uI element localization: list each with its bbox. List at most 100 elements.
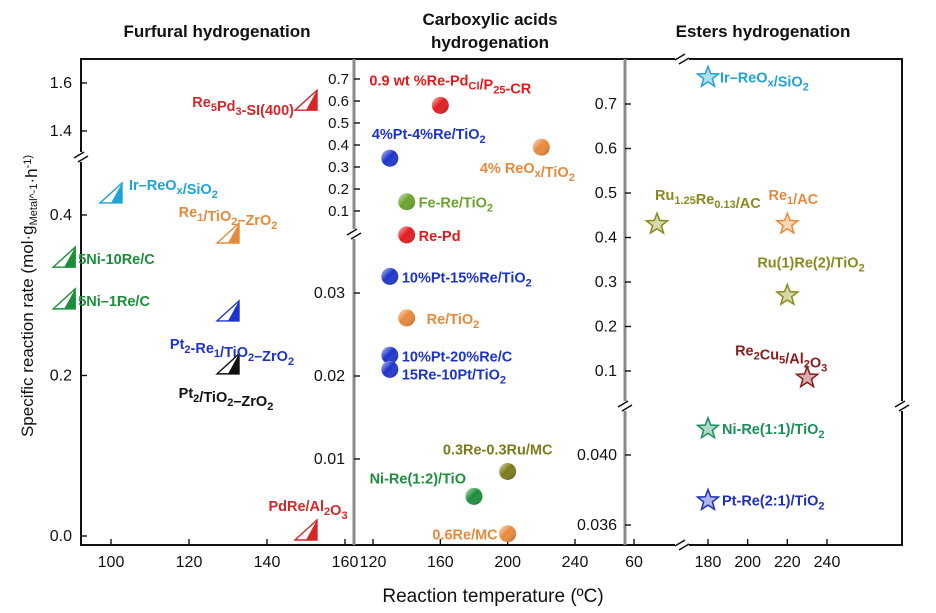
sphere-shade bbox=[532, 138, 550, 156]
y-tick-label: 0.2 bbox=[50, 368, 72, 385]
point-15re-10pt-tio2 bbox=[381, 360, 399, 378]
axis-break-top-x bbox=[674, 53, 690, 65]
point-re5pd3-si-400 bbox=[293, 88, 318, 111]
point-0-3re-0-3ru-mc bbox=[499, 462, 517, 480]
plot-frame bbox=[73, 53, 910, 551]
sphere-shade bbox=[381, 149, 399, 167]
x-tick-label: 200 bbox=[734, 554, 761, 571]
triangle-fill bbox=[111, 182, 122, 203]
y-tick-label: 0.7 bbox=[328, 71, 349, 88]
label-re2cu5-al2o3: Re2Cu5/Al2O3 bbox=[735, 344, 827, 375]
label-pt2-re1-tio2-zro2: Pt2-Re1/TiO2–ZrO2 bbox=[170, 337, 294, 368]
star-shape bbox=[774, 282, 800, 306]
y-tick-label: 0.040 bbox=[577, 447, 617, 464]
axis-break-bottom-x bbox=[674, 539, 690, 551]
triangle-fill bbox=[228, 223, 239, 244]
y-tick-label: 0.6 bbox=[595, 141, 617, 158]
label-0-6re-mc: 0.6Re/MC bbox=[432, 528, 498, 544]
label-5ni-1re-c: 5Ni–1Re/C bbox=[78, 294, 150, 310]
label-ir-reox-sio2: Ir–ReOx/SiO2 bbox=[720, 70, 809, 93]
x-tick-label: 240 bbox=[814, 554, 841, 571]
label-pt-re-2-1-tio2: Pt-Re(2:1)/TiO2 bbox=[722, 494, 825, 513]
y-tick-label: 0.3 bbox=[595, 274, 617, 291]
break-stroke bbox=[617, 400, 629, 408]
triangle-fill bbox=[306, 90, 317, 111]
y-tick-label: 0.4 bbox=[595, 230, 617, 247]
point-pt2-tio2-zro2 bbox=[215, 352, 240, 375]
point-4-reox-tio2 bbox=[532, 138, 550, 156]
sphere-shade bbox=[465, 487, 483, 505]
point-ir-reox-sio2 bbox=[98, 181, 123, 204]
point-pt2-re1-tio2-zro2 bbox=[215, 299, 240, 322]
point-10-pt-15-re-tio2 bbox=[381, 267, 399, 285]
y-tick-label: 0.7 bbox=[595, 96, 617, 113]
panel-title-carboxylic-line2: hydrogenation bbox=[431, 33, 549, 52]
y-tick-label: 0.3 bbox=[328, 159, 349, 176]
panel-title-furfural: Furfural hydrogenation bbox=[124, 22, 311, 41]
point-ni-re-1-2-tio bbox=[465, 487, 483, 505]
label-ru-1-re-2-tio2: Ru(1)Re(2)/TiO2 bbox=[757, 255, 864, 274]
data-labels: Re5Pd3-SI(400) Ir–ReOx/SiO2 Re1/TiO2–ZrO2 5… bbox=[78, 70, 865, 543]
point-ru-1-re-2-tio2 bbox=[774, 282, 800, 306]
label-4-pt-4-re-tio2: 4%Pt-4%Re/TiO2 bbox=[372, 127, 486, 146]
data-marks bbox=[51, 64, 820, 543]
sphere-shade bbox=[398, 309, 416, 327]
star-shape bbox=[794, 364, 820, 389]
label-10-pt-20-re-c: 10%Pt-20%Re/C bbox=[402, 349, 513, 365]
x-tick-label: 160 bbox=[332, 554, 359, 571]
point-5ni-10re-c bbox=[51, 245, 76, 268]
axis-break-right-edge bbox=[894, 400, 910, 412]
break-stroke bbox=[674, 539, 686, 547]
x-tick-label: 120 bbox=[176, 554, 203, 571]
y-tick-label: 0.03 bbox=[314, 285, 345, 302]
y-tick-label: 0.4 bbox=[328, 137, 349, 154]
point-re1-tio2-zro2 bbox=[215, 221, 240, 244]
sphere-shade bbox=[381, 360, 399, 378]
break-gap bbox=[74, 152, 88, 162]
point-re-pd bbox=[398, 226, 416, 244]
x-tick-label: 120 bbox=[360, 554, 387, 571]
x-tick-label: 180 bbox=[695, 554, 722, 571]
y-tick-label: 0.02 bbox=[314, 368, 345, 385]
axis-ticks: 1.4 1.6 0.0 0.2 0.4 0.1 0.2 0.3 0.4 0.5 0.6 0.7 0.01… bbox=[50, 71, 841, 571]
y-tick-label: 0.6 bbox=[328, 93, 349, 110]
x-tick-label: 220 bbox=[774, 554, 801, 571]
y-tick-label: 0.1 bbox=[328, 203, 349, 220]
y-tick-label: 0.1 bbox=[595, 363, 617, 380]
break-stroke bbox=[350, 232, 362, 240]
y-tick-label: 0.01 bbox=[314, 451, 345, 468]
label-pt2-tio2-zro2: Pt2/TiO2–ZrO2 bbox=[179, 386, 274, 413]
break-stroke bbox=[621, 404, 633, 412]
y-tick-label: 0.2 bbox=[328, 181, 349, 198]
point-fe-re-tio2 bbox=[398, 193, 416, 211]
sphere-shade bbox=[381, 346, 399, 364]
triangle-fill bbox=[228, 300, 239, 321]
label-0-3re-0-3ru-mc: 0.3Re-0.3Ru/MC bbox=[443, 442, 553, 458]
star-shape bbox=[695, 415, 721, 440]
label-re-pd: Re-Pd bbox=[419, 229, 461, 245]
point-4-pt-4-re-tio2 bbox=[381, 149, 399, 167]
label-ir-reox-sio2: Ir–ReOx/SiO2 bbox=[129, 178, 218, 201]
x-axis-label: Reaction temperature (ºC) bbox=[382, 586, 603, 607]
x-tick-label: 60 bbox=[625, 554, 643, 571]
panel-title-carboxylic-line1: Carboxylic acids bbox=[422, 10, 557, 29]
break-stroke bbox=[894, 400, 906, 408]
label-re1-ac: Re1/AC bbox=[769, 188, 819, 208]
sphere-shade bbox=[499, 462, 517, 480]
axis-break-left bbox=[73, 151, 89, 163]
label-re-tio2: Re/TiO2 bbox=[427, 312, 480, 331]
point-ru1-25re0-13-ac bbox=[644, 211, 670, 235]
point-0-9-wt-re-pd-cl-p25-cr bbox=[431, 96, 449, 114]
break-stroke bbox=[678, 543, 690, 551]
triangle-fill bbox=[64, 247, 76, 268]
x-tick-label: 200 bbox=[494, 554, 521, 571]
triangle-fill bbox=[64, 288, 76, 309]
y-tick-label: 1.4 bbox=[50, 123, 72, 140]
sphere-shade bbox=[398, 193, 416, 211]
point-re2cu5-al2o3 bbox=[794, 364, 820, 389]
axis-break-right-y bbox=[617, 400, 633, 412]
label-4-reox-tio2: 4% ReOx/TiO2 bbox=[480, 161, 575, 184]
point-ni-re-1-1-tio2 bbox=[695, 415, 721, 440]
label-pdre-al2o3: PdRe/Al2O3 bbox=[268, 499, 347, 522]
point-ir-reox-sio2 bbox=[695, 64, 721, 88]
